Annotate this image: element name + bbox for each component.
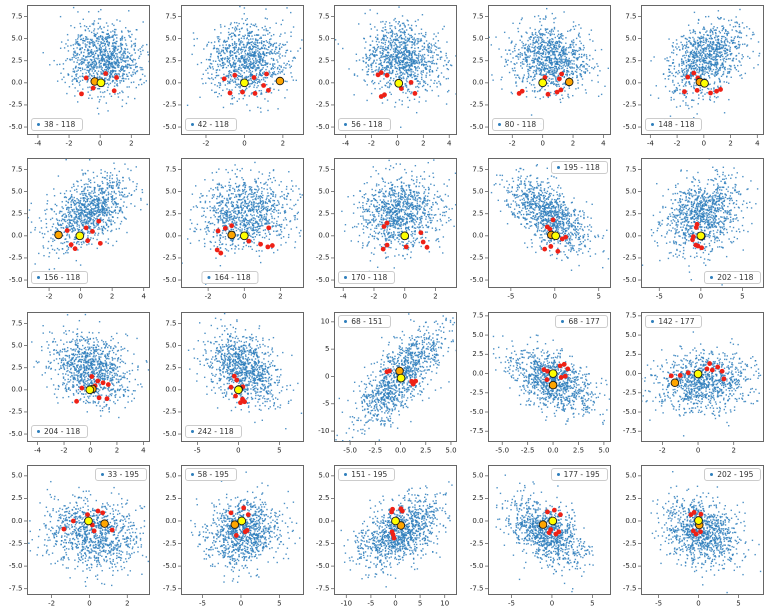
legend: 242 - 118	[184, 424, 242, 438]
legend: 33 - 195	[94, 467, 147, 481]
legend-label: 58 - 195	[197, 469, 229, 479]
legend: 68 - 151	[338, 314, 391, 328]
legend-marker-icon	[651, 319, 655, 323]
legend-marker-icon	[344, 472, 348, 476]
legend-marker-icon	[344, 123, 348, 126]
subplot-204-118: 204 - 118	[0, 306, 153, 460]
legend-label: 38 - 118	[44, 120, 76, 129]
legend-label: 177 - 195	[563, 469, 600, 479]
scatter-plot-canvas	[460, 153, 614, 307]
subplot-151-195: 151 - 195	[307, 459, 461, 613]
legend: 164 - 118	[201, 271, 259, 285]
legend-marker-icon	[344, 319, 348, 323]
legend-label: 151 - 195	[351, 469, 388, 479]
legend-label: 142 - 177	[658, 316, 695, 326]
legend-marker-icon	[344, 276, 348, 280]
legend: 56 - 118	[338, 118, 391, 131]
legend-label: 202 - 118	[717, 273, 754, 283]
subplot-148-118: 148 - 118	[614, 0, 768, 153]
subplot-56-118: 56 - 118	[307, 0, 461, 153]
subplot-156-118: 156 - 118	[0, 153, 153, 307]
subplot-33-195: 33 - 195	[0, 459, 153, 613]
legend: 156 - 118	[31, 271, 89, 285]
legend: 195 - 118	[550, 161, 608, 175]
legend-label: 68 - 151	[351, 316, 383, 326]
subplot-68-177: 68 - 177	[460, 306, 614, 460]
legend-marker-icon	[37, 429, 40, 433]
legend-label: 195 - 118	[563, 163, 600, 173]
subplot-195-118: 195 - 118	[460, 153, 614, 307]
legend-label: 80 - 118	[504, 120, 537, 129]
subplot-142-177: 142 - 177	[614, 306, 768, 460]
legend-label: 204 - 118	[44, 426, 81, 436]
legend-marker-icon	[710, 276, 714, 280]
legend-marker-icon	[556, 472, 560, 476]
subplot-80-118: 80 - 118	[460, 0, 614, 153]
legend: 170 - 118	[338, 271, 396, 285]
legend-label: 33 - 195	[107, 469, 139, 479]
subplot-42-118: 42 - 118	[153, 0, 307, 153]
legend: 202 - 118	[704, 271, 762, 285]
legend: 148 - 118	[645, 118, 703, 131]
legend: 151 - 195	[338, 467, 396, 481]
legend: 38 - 118	[31, 118, 84, 131]
legend-label: 170 - 118	[351, 273, 388, 283]
legend-marker-icon	[37, 123, 40, 126]
legend-label: 156 - 118	[44, 273, 81, 283]
legend-label: 56 - 118	[351, 120, 383, 129]
scatter-plot-canvas	[307, 459, 461, 613]
legend: 58 - 195	[184, 467, 237, 481]
legend-marker-icon	[710, 472, 714, 476]
subplot-68-151: 68 - 151	[307, 306, 461, 460]
legend-marker-icon	[190, 429, 194, 433]
legend: 177 - 195	[550, 467, 608, 481]
legend-marker-icon	[651, 123, 655, 126]
subplot-170-118: 170 - 118	[307, 153, 461, 307]
legend-marker-icon	[100, 472, 104, 476]
legend-label: 68 - 177	[568, 316, 600, 326]
legend: 80 - 118	[491, 118, 545, 131]
legend-label: 242 - 118	[197, 426, 234, 436]
subplot-202-195: 202 - 195	[614, 459, 768, 613]
legend-marker-icon	[561, 319, 565, 323]
scatter-plot-canvas	[153, 459, 307, 613]
legend-label: 202 - 195	[717, 469, 754, 479]
legend-marker-icon	[556, 166, 560, 170]
legend-marker-icon	[207, 276, 211, 280]
subplot-202-118: 202 - 118	[614, 153, 768, 307]
legend-marker-icon	[497, 123, 501, 126]
legend: 142 - 177	[645, 314, 703, 328]
scatter-plot-canvas	[0, 459, 153, 613]
legend-marker-icon	[190, 472, 194, 476]
subplot-58-195: 58 - 195	[153, 459, 307, 613]
scatter-plot-canvas	[460, 306, 614, 460]
subplot-164-118: 164 - 118	[153, 153, 307, 307]
legend-marker-icon	[37, 276, 40, 280]
scatter-plot-canvas	[307, 306, 461, 460]
legend-label: 164 - 118	[214, 273, 251, 283]
legend: 202 - 195	[704, 467, 762, 481]
legend-label: 148 - 118	[658, 120, 695, 129]
legend: 68 - 177	[555, 314, 608, 328]
legend: 42 - 118	[184, 118, 237, 131]
scatter-plot-canvas	[460, 459, 614, 613]
subplot-177-195: 177 - 195	[460, 459, 614, 613]
legend-marker-icon	[190, 123, 194, 126]
scatter-plot-canvas	[614, 459, 768, 613]
subplot-38-118: 38 - 118	[0, 0, 153, 153]
legend-label: 42 - 118	[197, 120, 229, 129]
subplot-242-118: 242 - 118	[153, 306, 307, 460]
legend: 204 - 118	[31, 424, 89, 438]
scatter-plot-canvas	[614, 306, 768, 460]
